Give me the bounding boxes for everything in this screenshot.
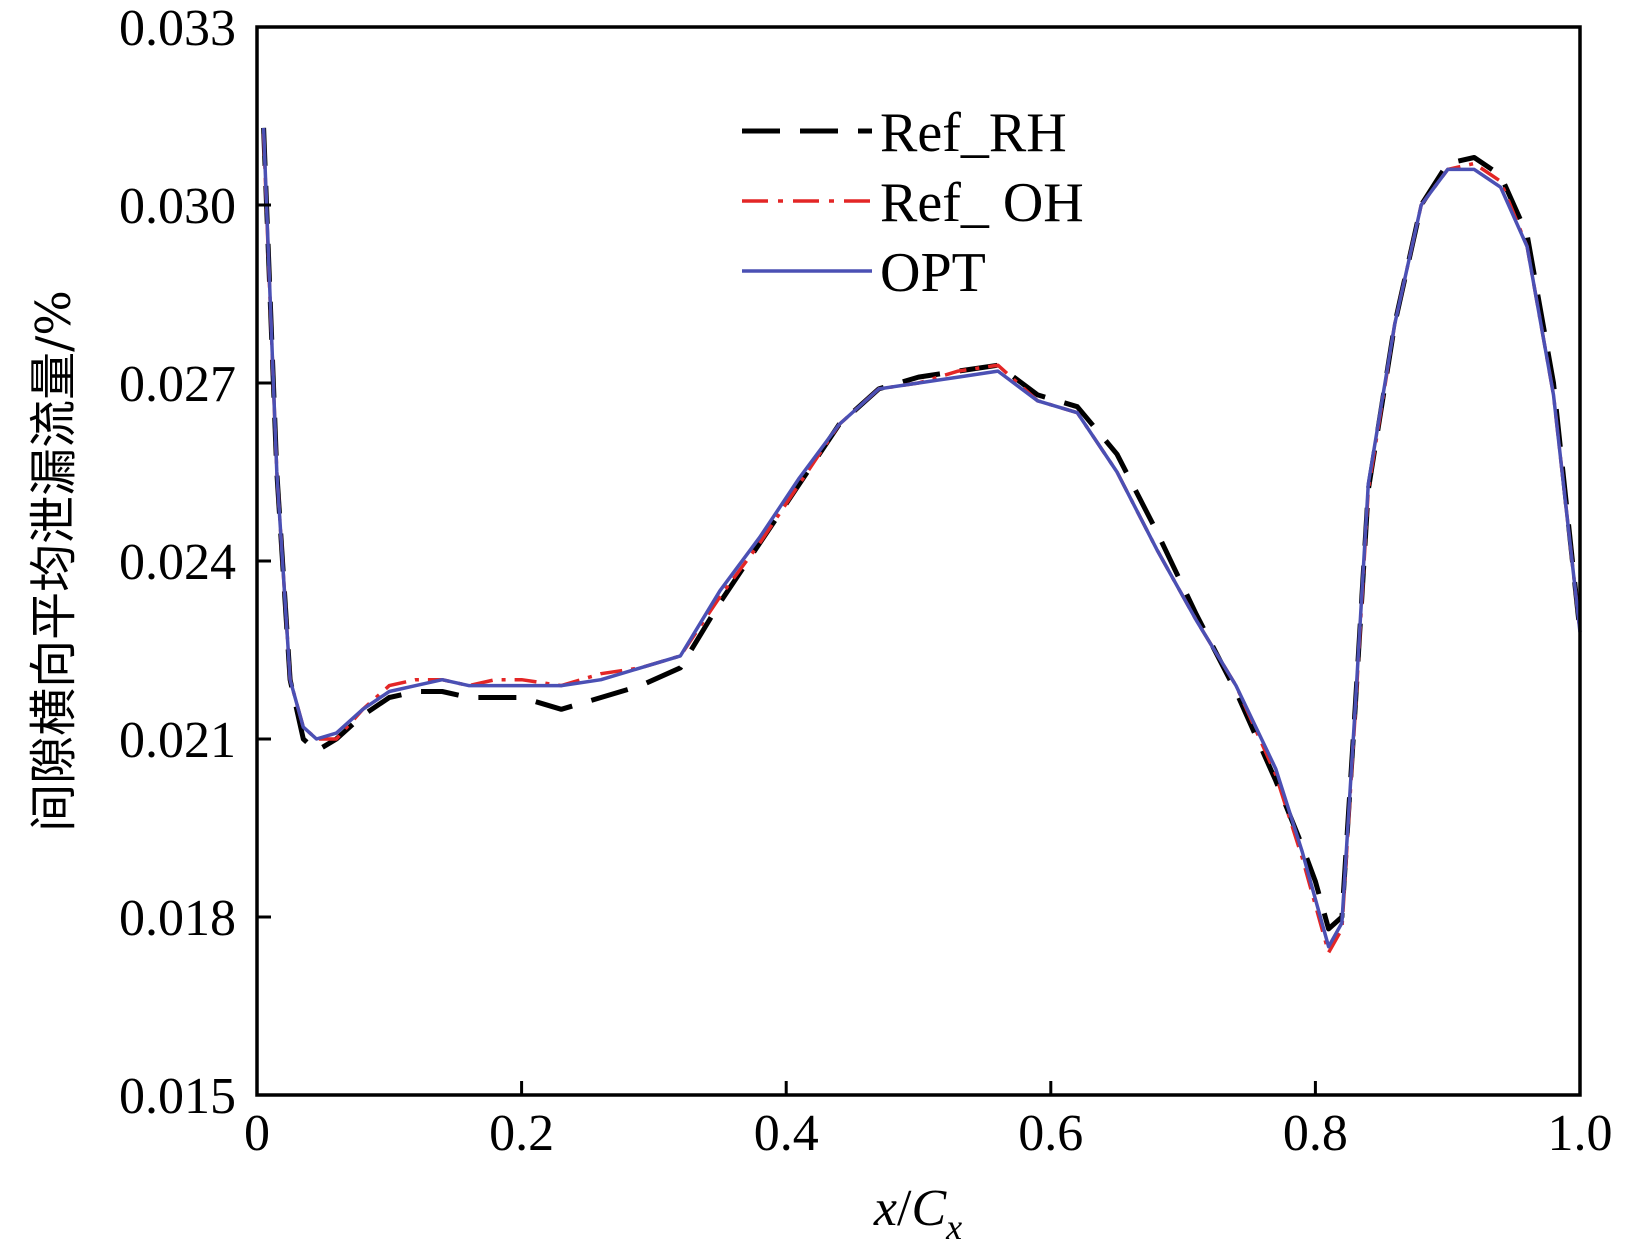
x-tick-label: 0.4 [754,1105,819,1162]
legend-label-3: OPT [880,242,986,304]
x-axis-title: x/Cx [873,1180,962,1239]
y-tick-label: 0.033 [119,0,236,57]
y-tick-label: 0.024 [119,534,236,591]
x-axis-title-slash: / [897,1180,912,1237]
y-tick-label: 0.015 [119,1068,236,1125]
x-tick-label: 0.8 [1283,1105,1348,1162]
legend: Ref_RH Ref_ OH OPT [742,102,1084,304]
y-tick-label: 0.027 [119,356,236,413]
y-axis-title: 间隙横向平均泄漏流量/% [26,290,82,832]
series-line-2 [261,133,1582,955]
x-tick-label: 1.0 [1548,1105,1613,1162]
x-axis-title-subscript: x [945,1207,962,1239]
series-line-3 [261,127,1582,949]
x-tick-label: 0 [244,1105,270,1162]
legend-label-1: Ref_RH [880,102,1067,164]
x-axis-title-symbol: C [911,1180,947,1237]
x-tick-label: 0.6 [1018,1105,1083,1162]
axis-ticks: 0 0.2 0.4 0.6 0.8 1.0 0.015 0.018 0.021 0.024 0.02… [119,0,1613,1162]
x-tick-label: 0.2 [489,1105,554,1162]
y-tick-label: 0.018 [119,890,236,947]
legend-label-2: Ref_ OH [880,172,1084,234]
x-axis-title-var: x [873,1180,897,1237]
chart-marks [261,127,1583,955]
y-tick-label: 0.021 [119,712,236,769]
y-tick-label: 0.030 [119,178,236,235]
